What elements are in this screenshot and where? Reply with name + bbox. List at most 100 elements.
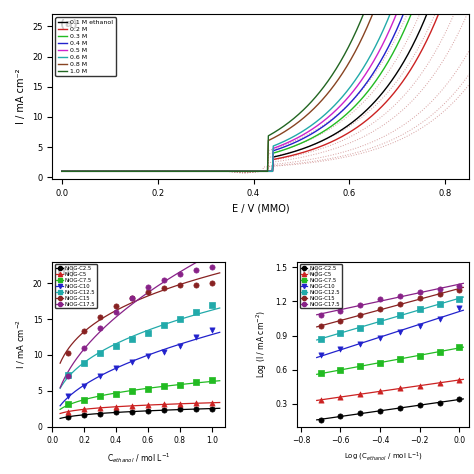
- Point: [96, 313, 104, 321]
- X-axis label: C$_{ethanol}$ / mol L$^{-1}$: C$_{ethanol}$ / mol L$^{-1}$: [107, 451, 170, 465]
- Point: [436, 399, 443, 407]
- Point: [192, 333, 200, 341]
- Point: [160, 276, 168, 283]
- Point: [317, 335, 325, 343]
- Point: [317, 416, 325, 424]
- Point: [160, 284, 168, 292]
- Point: [436, 290, 443, 297]
- Point: [396, 328, 404, 336]
- Point: [396, 300, 404, 308]
- Point: [337, 329, 344, 337]
- Point: [456, 282, 463, 289]
- Point: [436, 315, 443, 322]
- Point: [317, 369, 325, 377]
- Point: [317, 323, 325, 330]
- Point: [208, 399, 216, 407]
- Point: [128, 294, 136, 302]
- Point: [128, 335, 136, 343]
- Point: [396, 292, 404, 300]
- Point: [160, 401, 168, 408]
- Point: [112, 409, 120, 416]
- Text: (c): (c): [302, 266, 319, 277]
- Point: [80, 360, 88, 367]
- Point: [356, 324, 364, 331]
- Point: [376, 388, 384, 395]
- Point: [416, 289, 424, 296]
- Point: [80, 406, 88, 413]
- Point: [96, 392, 104, 400]
- Point: [160, 321, 168, 328]
- Point: [356, 340, 364, 347]
- Point: [176, 343, 183, 350]
- Point: [192, 308, 200, 316]
- Point: [96, 373, 104, 380]
- Point: [416, 294, 424, 302]
- Point: [112, 342, 120, 349]
- Point: [456, 376, 463, 384]
- Point: [376, 359, 384, 367]
- Point: [64, 372, 72, 380]
- Point: [64, 413, 72, 420]
- Point: [64, 349, 72, 356]
- Point: [144, 385, 152, 392]
- X-axis label: Log (C$_{ethanol}$ / mol L$^{-1}$): Log (C$_{ethanol}$ / mol L$^{-1}$): [344, 451, 422, 463]
- Point: [208, 301, 216, 309]
- Point: [128, 358, 136, 366]
- Point: [144, 401, 152, 409]
- Point: [436, 348, 443, 356]
- Point: [96, 410, 104, 418]
- Point: [337, 346, 344, 353]
- Point: [144, 289, 152, 296]
- Point: [396, 405, 404, 412]
- Y-axis label: Log (I / mA cm$^{-2}$): Log (I / mA cm$^{-2}$): [255, 310, 270, 378]
- Point: [208, 405, 216, 412]
- Point: [416, 352, 424, 360]
- Point: [356, 390, 364, 397]
- Point: [64, 392, 72, 400]
- Point: [376, 317, 384, 325]
- Point: [337, 307, 344, 314]
- Point: [317, 397, 325, 404]
- Point: [64, 401, 72, 408]
- Point: [456, 286, 463, 294]
- Point: [80, 344, 88, 352]
- Point: [208, 326, 216, 334]
- Legend: 0.1 M ethanol, 0.2 M, 0.3 M, 0.4 M, 0.5 M, 0.6 M, 0.8 M, 1.0 M: 0.1 M ethanol, 0.2 M, 0.3 M, 0.4 M, 0.5 …: [55, 18, 116, 76]
- Point: [356, 311, 364, 319]
- Point: [112, 308, 120, 316]
- Point: [112, 403, 120, 410]
- Point: [376, 306, 384, 313]
- Point: [64, 371, 72, 379]
- Point: [317, 351, 325, 359]
- Point: [176, 400, 183, 408]
- Point: [456, 295, 463, 303]
- Point: [436, 380, 443, 387]
- Point: [456, 395, 463, 403]
- Point: [396, 384, 404, 392]
- Point: [96, 324, 104, 331]
- Point: [337, 412, 344, 420]
- Point: [317, 311, 325, 319]
- Point: [416, 306, 424, 313]
- Point: [416, 401, 424, 409]
- Point: [128, 402, 136, 410]
- Point: [356, 409, 364, 417]
- Point: [436, 285, 443, 293]
- Point: [80, 382, 88, 390]
- Point: [160, 406, 168, 414]
- Point: [112, 302, 120, 310]
- Point: [64, 408, 72, 415]
- Point: [80, 328, 88, 335]
- Text: (b): (b): [57, 266, 75, 277]
- Point: [80, 411, 88, 419]
- Point: [176, 406, 183, 413]
- Point: [128, 387, 136, 394]
- Point: [456, 343, 463, 351]
- Point: [416, 323, 424, 330]
- Point: [144, 353, 152, 360]
- Point: [192, 400, 200, 407]
- Point: [112, 364, 120, 372]
- Point: [192, 281, 200, 288]
- Legend: NiOG-C2.5, NiOG-C5, NiOG-C7.5, NiOG-C10, NiOG-C12.5, NiOG-C15, NiOG-C17.5: NiOG-C2.5, NiOG-C5, NiOG-C7.5, NiOG-C10,…: [300, 264, 342, 308]
- Point: [144, 407, 152, 415]
